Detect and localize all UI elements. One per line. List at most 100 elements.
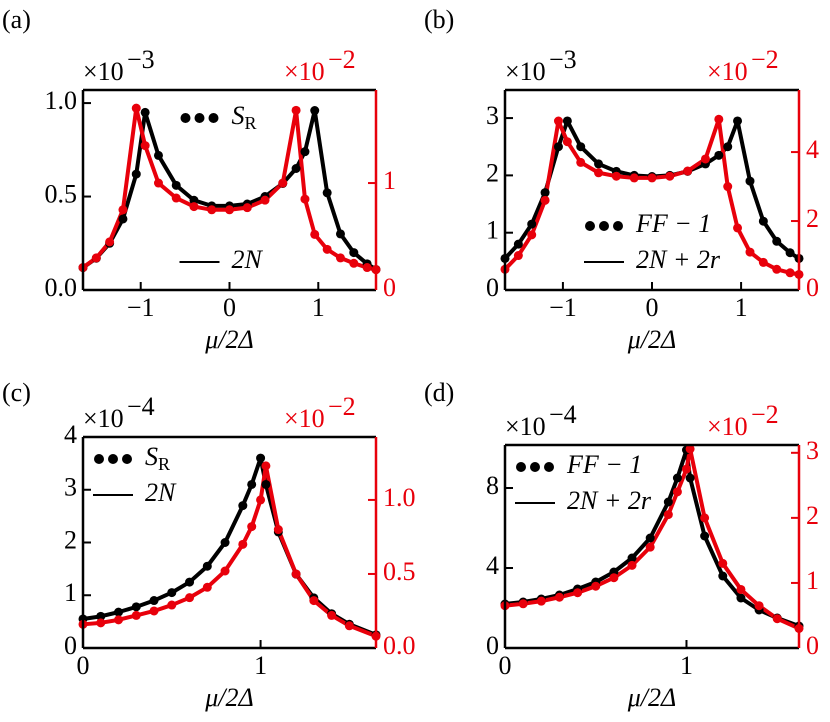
series-dot — [153, 178, 163, 188]
y2-tick-label: 0.0 — [383, 631, 416, 660]
y-scale-exponent: −4 — [127, 392, 155, 421]
legend-label: SR — [145, 442, 170, 474]
legend-symbol — [544, 462, 554, 472]
y2-tick-label: 4 — [806, 135, 819, 164]
y-tick-label: 0 — [64, 631, 77, 660]
series-dot — [736, 584, 746, 594]
x-tick-label: 1 — [312, 293, 325, 322]
series-dot — [349, 248, 359, 258]
series-dot — [335, 229, 345, 239]
y-tick-label: 1 — [64, 578, 77, 607]
series-dot — [149, 606, 159, 616]
series-dot — [220, 538, 230, 547]
panel-label: (a) — [2, 5, 31, 34]
series-dot — [553, 116, 563, 126]
series-dot — [96, 611, 106, 621]
x-tick-label: 0 — [646, 293, 659, 322]
y2-scale-exponent: −2 — [328, 45, 356, 74]
legend-symbol — [94, 454, 104, 464]
series-dot — [785, 248, 795, 258]
y-scale-exponent: −4 — [549, 400, 577, 429]
series-dot — [185, 593, 195, 603]
series-dot — [700, 513, 710, 523]
series-dot — [536, 596, 546, 606]
y-tick-label: 0.5 — [45, 180, 78, 209]
y-tick-label: 0.0 — [45, 273, 78, 302]
y2-scale-exponent: −2 — [751, 45, 779, 74]
y-tick-label: 4 — [64, 420, 77, 449]
y-tick-label: 4 — [486, 551, 499, 580]
y2-tick-label: 2 — [806, 204, 819, 233]
series-dot — [723, 142, 733, 152]
x-tick-label: 0 — [499, 651, 512, 680]
y2-tick-label: 0 — [806, 631, 819, 660]
series-dot — [310, 106, 320, 116]
panel-label: (b) — [424, 5, 454, 34]
y-tick-label: 0 — [486, 273, 499, 302]
legend-symbol — [516, 462, 526, 472]
series-dot — [335, 253, 345, 263]
y2-tick-label: 2 — [806, 501, 819, 530]
y-tick-label: 8 — [486, 471, 499, 500]
series-dot — [300, 147, 310, 157]
series-line — [81, 108, 378, 272]
series-dot — [718, 558, 728, 568]
x-axis-label: μ/2Δ — [204, 683, 254, 712]
series-dot — [171, 193, 181, 203]
series-dot — [131, 169, 141, 179]
series-dot — [553, 142, 563, 152]
series-dot — [714, 114, 724, 124]
series-dot — [185, 577, 195, 587]
series-dot — [189, 202, 199, 212]
x-axis-label: μ/2Δ — [204, 325, 254, 354]
series-dot — [527, 219, 537, 229]
series-dot — [291, 105, 301, 115]
legend-symbol — [108, 454, 118, 464]
x-tick-label: 1 — [254, 651, 267, 680]
series-dot — [349, 258, 359, 268]
series-dot — [242, 203, 252, 213]
legend-label: FF − 1 — [566, 450, 642, 479]
series-line — [82, 456, 377, 637]
x-tick-label: −1 — [549, 293, 577, 322]
legend-symbol — [599, 221, 609, 231]
series-dot — [261, 479, 271, 489]
series-dot — [772, 236, 782, 246]
y2-scale-exponent: −2 — [751, 400, 779, 429]
series-dot — [118, 205, 128, 215]
legend-symbol — [208, 113, 219, 123]
legend-symbol — [122, 454, 132, 464]
series-dot — [772, 264, 782, 274]
series-line — [81, 106, 377, 272]
legend-label: 2N + 2r — [636, 245, 721, 274]
x-axis-label: μ/2Δ — [627, 325, 677, 354]
series-dot — [754, 601, 764, 611]
series-dot — [665, 171, 675, 181]
x-tick-label: 1 — [735, 293, 748, 322]
y2-scale: ×10 — [284, 404, 325, 433]
series-dot — [629, 173, 639, 183]
panel-label: (c) — [2, 378, 31, 407]
series-dot — [718, 571, 728, 581]
series-dot — [278, 178, 288, 188]
series-dot — [736, 593, 746, 603]
x-tick-label: 1 — [680, 651, 693, 680]
y2-scale: ×10 — [707, 57, 748, 86]
series-dot — [189, 195, 199, 205]
series-dot — [647, 173, 657, 183]
y-tick-label: 2 — [486, 158, 499, 187]
series-dot — [291, 164, 301, 174]
series-dot — [576, 142, 586, 152]
series-dot — [327, 610, 337, 620]
y-tick-label: 0 — [486, 631, 499, 660]
series-dot — [261, 461, 271, 471]
series-dot — [683, 166, 693, 176]
series-dot — [291, 569, 301, 579]
series-dot — [609, 573, 619, 583]
y-tick-label: 3 — [64, 473, 77, 502]
series-dot — [256, 495, 266, 505]
series-dot — [91, 253, 101, 263]
series-dot — [700, 154, 710, 164]
legend-symbol — [585, 221, 595, 231]
series-dot — [627, 553, 637, 563]
